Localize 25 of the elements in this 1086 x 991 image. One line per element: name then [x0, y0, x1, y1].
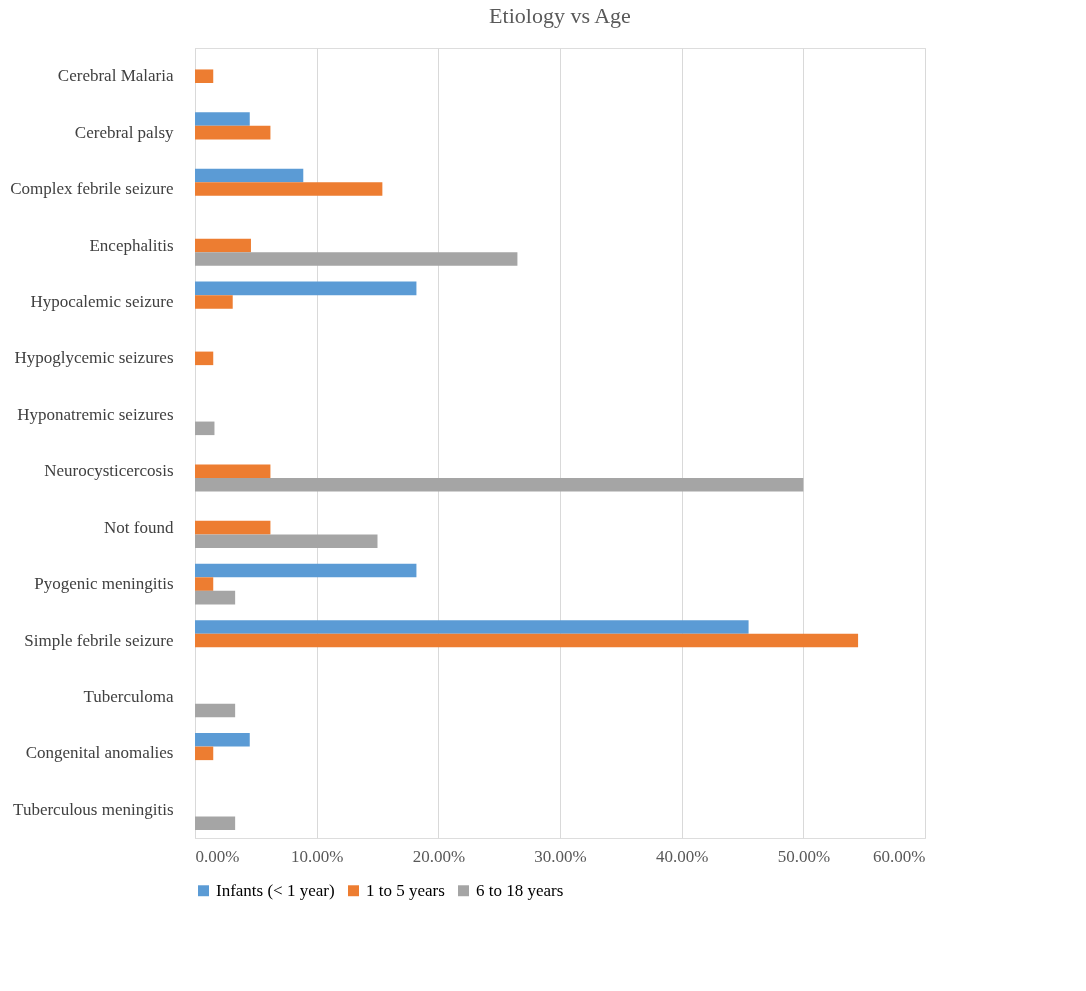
y-tick-label: Hypocalemic seizure	[30, 291, 174, 311]
y-tick-label: Hypoglycemic seizures	[14, 348, 174, 368]
x-tick-label: 50.00%	[777, 846, 831, 866]
x-tick-label: 60.00%	[873, 846, 926, 866]
chart-title: Etiology vs Age	[489, 3, 631, 28]
x-tick-label: 10.00%	[290, 846, 344, 866]
legend-label: 1 to 5 years	[366, 880, 445, 900]
y-tick-label: Congenital anomalies	[25, 743, 174, 763]
y-tick-label: Pyogenic meningitis	[34, 574, 174, 594]
y-tick-label: Tuberculoma	[83, 686, 174, 706]
y-tick-label: Neurocysticercosis	[44, 461, 174, 481]
legend-label: Infants (< 1 year)	[216, 880, 335, 900]
y-tick-label: Hyponatremic seizures	[17, 404, 174, 424]
y-tick-label: Cerebral palsy	[74, 122, 174, 142]
x-tick-label: 40.00%	[655, 846, 709, 866]
y-tick-label: Complex febrile seizure	[10, 179, 174, 199]
y-tick-label: Simple febrile seizure	[24, 630, 174, 650]
y-tick-label: Tuberculous meningitis	[13, 799, 174, 819]
legend-label: 6 to 18 years	[476, 880, 564, 900]
x-tick-label: 30.00%	[534, 846, 587, 866]
x-tick-label: 20.00%	[412, 846, 466, 866]
y-tick-label: Encephalitis	[89, 235, 174, 255]
y-tick-label: Not found	[104, 517, 174, 537]
y-tick-label: Cerebral Malaria	[57, 66, 174, 86]
x-tick-label: 0.00%	[195, 846, 240, 866]
